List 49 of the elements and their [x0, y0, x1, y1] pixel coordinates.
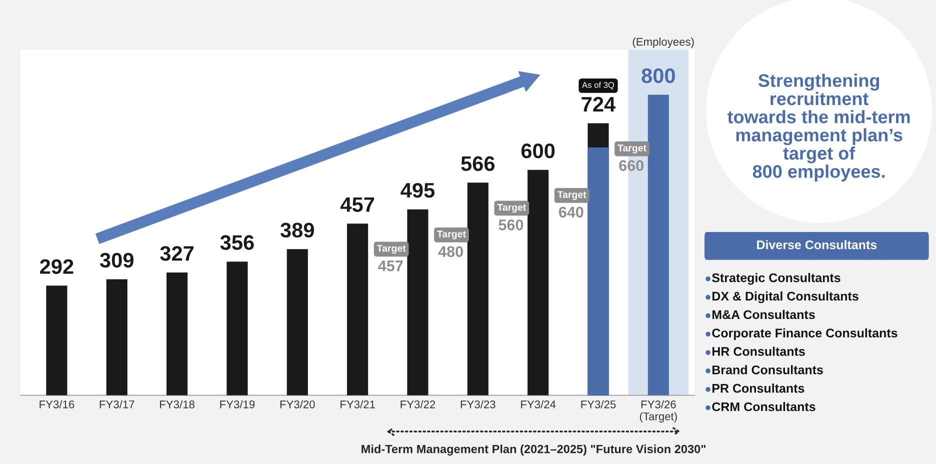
text: Corporate Finance Consultants: [712, 328, 898, 340]
text: DX & Digital Consultants: [712, 291, 858, 304]
data-label: 724: [582, 96, 616, 112]
text: Brand Consultants: [712, 365, 823, 374]
bar: [286, 249, 308, 396]
x-tick-label: FY3/21: [340, 400, 375, 408]
x-tick-label: FY3/20: [280, 400, 315, 408]
text: PR Consultants: [712, 384, 804, 393]
data-label: 389: [280, 222, 314, 238]
annotation: Target 640: [557, 191, 586, 218]
x-tick-label: FY3/25: [581, 400, 616, 408]
data-label: 800: [642, 68, 675, 84]
bar: [106, 279, 128, 396]
data-label: 495: [400, 182, 435, 198]
text: M&A Consultants: [712, 310, 815, 320]
bar: [347, 224, 368, 396]
data-label: 292: [40, 259, 74, 274]
bar: [528, 170, 549, 396]
x-tick-label: FY3/26 (Target): [640, 400, 677, 423]
x-tick-label: FY3/16: [40, 400, 74, 408]
x-tick-label: FY3/18: [160, 400, 194, 408]
text: Mid-Term Management Plan (2021–2025) "Future Vision 2030": [362, 444, 706, 456]
data-label: 327: [160, 246, 194, 261]
x-tick-label: FY3/22: [400, 400, 436, 408]
x-tick-label: FY3/17: [100, 400, 134, 408]
text: Strengthening recruitment towards the mid-term management plan’s target of 800 employees.: [727, 74, 910, 182]
text: Diverse Consultants: [757, 240, 877, 250]
data-label: 600: [521, 144, 555, 158]
x-tick-label: FY3/19: [220, 400, 255, 408]
data-label: 356: [220, 235, 254, 250]
x-tick-label: FY3/24: [521, 400, 556, 408]
annotation: Target 560: [497, 204, 526, 230]
x-tick-label: FY3/23: [460, 400, 496, 408]
data-label: 457: [340, 197, 374, 212]
annotation: Target 660: [618, 144, 646, 171]
text: HR Consultants: [712, 346, 805, 356]
text: CRM Consultants: [712, 402, 816, 412]
bar: [226, 262, 248, 396]
text: As of 3Q: [582, 82, 614, 90]
annotation: Target 480: [437, 230, 466, 258]
data-label: 566: [461, 156, 495, 172]
bar: [407, 209, 428, 396]
y-axis-title: (Employees): [632, 38, 694, 48]
text: Strategic Consultants: [712, 273, 840, 285]
bar: [166, 272, 188, 396]
data-label: 309: [100, 252, 134, 268]
bar: [46, 286, 68, 396]
bar: [467, 182, 488, 396]
annotation: Target 457: [376, 244, 406, 272]
